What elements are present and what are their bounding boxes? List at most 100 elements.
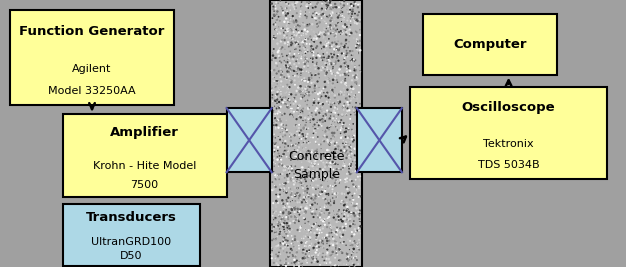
Point	[325, 45, 335, 50]
Point	[275, 119, 285, 123]
Point	[353, 12, 363, 17]
Text: Model 33250AA: Model 33250AA	[48, 86, 136, 96]
Point	[272, 93, 282, 97]
Point	[304, 80, 314, 84]
Point	[275, 262, 285, 266]
Point	[304, 78, 314, 82]
Point	[269, 158, 279, 162]
Point	[272, 230, 282, 234]
Point	[349, 108, 359, 113]
Point	[298, 146, 308, 150]
Point	[309, 150, 319, 154]
Point	[277, 172, 287, 176]
Point	[278, 246, 288, 250]
Point	[314, 123, 324, 127]
Point	[344, 84, 354, 88]
Point	[319, 85, 329, 90]
Point	[308, 164, 318, 168]
Point	[338, 53, 348, 58]
Point	[306, 46, 316, 50]
Point	[295, 12, 305, 16]
Point	[339, 107, 349, 111]
Point	[290, 193, 300, 197]
Point	[332, 147, 342, 152]
Point	[317, 205, 327, 209]
Point	[270, 256, 280, 261]
Point	[301, 90, 311, 94]
Point	[344, 170, 354, 174]
Point	[322, 239, 332, 243]
Point	[355, 119, 365, 123]
Point	[342, 70, 352, 74]
Point	[268, 110, 278, 114]
Point	[290, 43, 300, 48]
Point	[330, 142, 340, 146]
Point	[307, 174, 317, 178]
Point	[304, 126, 314, 130]
Point	[314, 101, 324, 105]
Point	[294, 246, 304, 251]
Point	[339, 3, 349, 7]
Point	[339, 241, 349, 245]
Point	[298, 181, 308, 186]
Point	[347, 135, 357, 139]
Point	[270, 205, 280, 209]
Point	[344, 156, 354, 160]
Point	[336, 135, 346, 139]
Point	[320, 174, 330, 179]
Point	[344, 92, 354, 96]
Point	[303, 64, 313, 68]
Point	[299, 191, 309, 195]
Point	[347, 53, 357, 57]
Point	[323, 15, 333, 19]
Point	[295, 257, 305, 261]
Point	[285, 251, 295, 255]
Point	[329, 199, 339, 203]
Point	[346, 159, 356, 163]
Point	[304, 192, 314, 197]
Point	[277, 38, 287, 42]
Point	[342, 98, 352, 102]
Point	[328, 31, 338, 35]
Point	[310, 37, 320, 41]
Point	[322, 162, 332, 167]
Point	[322, 148, 332, 152]
Point	[296, 84, 306, 89]
Point	[328, 173, 338, 177]
Point	[326, 142, 336, 146]
Point	[351, 68, 361, 72]
Point	[351, 229, 361, 233]
Point	[301, 146, 311, 150]
Point	[294, 103, 304, 108]
Point	[309, 53, 319, 57]
Point	[350, 65, 360, 69]
Point	[346, 2, 356, 6]
Point	[294, 52, 304, 56]
Point	[334, 0, 344, 4]
Point	[275, 66, 285, 71]
Point	[316, 183, 326, 187]
Point	[293, 102, 303, 107]
Point	[310, 222, 320, 226]
Point	[307, 72, 317, 77]
Point	[274, 151, 284, 156]
Point	[280, 148, 290, 153]
Point	[347, 152, 357, 156]
Point	[342, 257, 352, 261]
Point	[283, 198, 293, 202]
Point	[271, 0, 281, 5]
Point	[285, 20, 295, 25]
Point	[277, 70, 287, 74]
Point	[282, 228, 292, 232]
Point	[331, 5, 341, 9]
Point	[281, 207, 291, 212]
Point	[290, 143, 300, 147]
Point	[274, 69, 284, 73]
Point	[282, 103, 292, 108]
Point	[347, 85, 357, 89]
Point	[268, 225, 278, 230]
Point	[289, 57, 299, 62]
Point	[324, 68, 334, 72]
Point	[277, 154, 287, 159]
Point	[319, 45, 329, 49]
